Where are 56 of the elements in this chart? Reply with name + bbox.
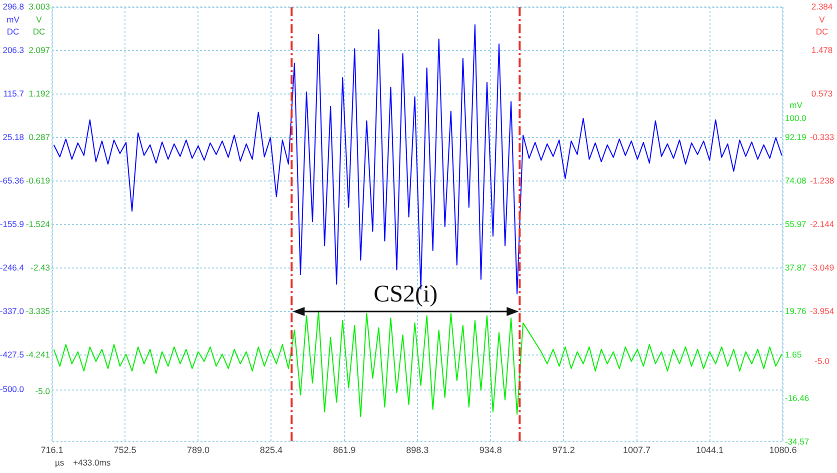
text: -5.0 (814, 356, 830, 366)
y-tick-label: -155.9 (0, 218, 24, 229)
y-tick-label: 25.18 (2, 132, 24, 142)
y2-tick-label: -34.57 (785, 436, 810, 446)
annotation: CS2(i) (374, 282, 438, 308)
text: V DC (816, 14, 828, 36)
y2-tick-label: 92.19 (785, 132, 807, 142)
y3-axis-title: V DC (32, 14, 46, 36)
y-tick-label: -337.0 (0, 306, 24, 316)
y2-tick-label: 74.08 (785, 175, 807, 186)
x-tick-label: 898.3 (406, 444, 429, 455)
text: 1.478 (811, 44, 833, 55)
text: 0.573 (811, 88, 833, 98)
x-tick-label: 1080.6 (769, 444, 797, 455)
y-tick-label: -500.0 (0, 384, 24, 394)
y3-tick-label: 1.192 (28, 88, 50, 98)
x-tick-label: 825.4 (260, 444, 282, 455)
y3-tick-label: -2.43 (30, 262, 50, 272)
text: -0.333 (810, 132, 834, 142)
x-tick-label: 861.9 (333, 444, 356, 455)
y3-tick-label: -5.0 (35, 386, 50, 396)
text: -2.144 (810, 218, 834, 229)
y2-tick-label: -16.46 (785, 392, 810, 403)
y2-tick-label: 19.76 (785, 306, 807, 316)
y2-tick-label: 55.97 (785, 218, 807, 229)
y3-tick-label: -1.524 (26, 218, 50, 229)
y3-tick-label: 2.097 (28, 44, 50, 55)
y-tick-label: 206.3 (2, 44, 24, 55)
y3-tick-label: 0.287 (28, 132, 50, 142)
y2-tick-label: 1.65 (785, 349, 802, 360)
text: -3.049 (810, 262, 834, 272)
x-tick-label: 1007.7 (623, 444, 651, 455)
x-tick-label: 716.1 (40, 444, 64, 455)
y-tick-label: 296.8 (2, 1, 24, 12)
y3-tick-label: 3.003 (28, 1, 50, 12)
y2-tick-label: 100.0 (785, 113, 807, 124)
x-tick-label: 934.8 (479, 444, 502, 455)
y-tick-label: -427.5 (0, 349, 24, 360)
y2-tick-label: 37.87 (785, 262, 807, 272)
x-axis-title: µs (55, 457, 64, 468)
x-tick-label: 789.0 (186, 444, 210, 455)
y3-tick-label: -3.335 (26, 306, 50, 316)
y3-tick-label: -0.619 (26, 175, 50, 186)
text: -3.954 (810, 306, 834, 316)
x-tick-label: 1044.1 (696, 444, 724, 455)
y2-axis-title: mV (790, 100, 803, 110)
x-tick-label: 752.5 (114, 444, 136, 455)
y-axis-title: mV DC (6, 14, 20, 36)
x-tick-label: 971.2 (552, 444, 575, 455)
y-tick-label: -246.4 (0, 262, 24, 272)
y-tick-label: 115.7 (3, 88, 24, 98)
y3-tick-label: -4.241 (26, 349, 50, 360)
text: 2.384 (811, 1, 833, 12)
text: +433.0ms (73, 457, 111, 468)
text: -1.238 (810, 175, 834, 186)
y-tick-label: -65.36 (0, 175, 24, 186)
